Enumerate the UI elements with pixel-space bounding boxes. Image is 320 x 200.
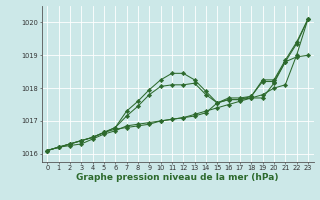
X-axis label: Graphe pression niveau de la mer (hPa): Graphe pression niveau de la mer (hPa) <box>76 173 279 182</box>
